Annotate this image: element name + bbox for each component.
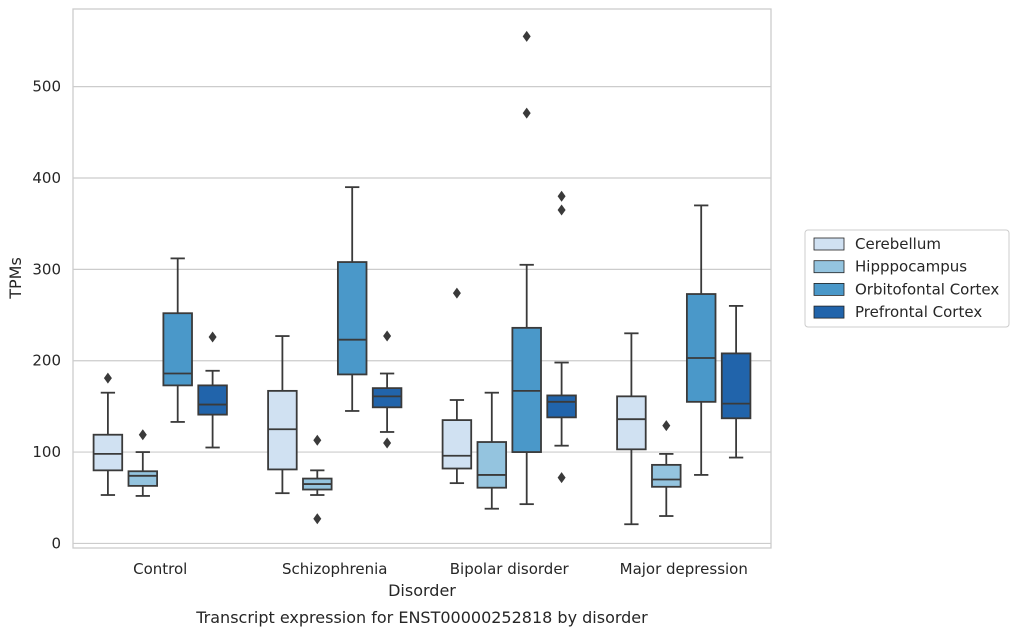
box-2-2 [511, 30, 542, 506]
legend-swatch-2 [813, 282, 845, 296]
outlier-0 [662, 420, 671, 432]
box-body [127, 470, 159, 487]
x-tick-label-3: Major depression [620, 560, 748, 578]
x-tick-label-2: Bipolar disorder [450, 560, 570, 578]
box-body [546, 394, 577, 419]
box-body [651, 463, 682, 488]
y-tick-label-3: 300 [32, 260, 61, 278]
box-0-0 [92, 372, 124, 496]
outlier-1 [557, 204, 566, 216]
y-tick-labels: 0 100 200 300 400 500 [32, 78, 61, 553]
box-body [92, 433, 124, 472]
legend-label-3: Prefrontal Cortex [855, 303, 982, 321]
box-3-2 [685, 204, 717, 476]
x-tick-labels: Control Schizophrenia Bipolar disorder Majo… [133, 560, 748, 578]
box-1-2 [336, 186, 368, 412]
legend-label-0: Cerebellum [855, 235, 941, 253]
box-body [685, 293, 717, 403]
outlier-1 [313, 513, 322, 525]
outlier-0 [522, 30, 531, 42]
legend-swatch-0 [813, 237, 845, 251]
y-tick-label-2: 200 [32, 352, 61, 370]
plot-background [73, 9, 771, 548]
boxes-layer [92, 30, 752, 526]
legend: Cerebellum Hipppocampus Orbitofontal Corte… [804, 229, 1010, 328]
box-body [476, 441, 508, 489]
box-body [616, 395, 647, 451]
box-body [197, 384, 228, 416]
box-body [162, 312, 193, 387]
outlier-0 [383, 330, 392, 342]
box-1-3 [371, 330, 403, 449]
y-tick-label-5: 500 [32, 78, 61, 96]
box-0-2 [162, 257, 193, 423]
x-tick-label-0: Control [133, 560, 187, 578]
legend-label-2: Orbitofontal Cortex [855, 280, 999, 298]
plot-frame [72, 8, 772, 549]
box-1-1 [302, 434, 333, 525]
box-3-0 [616, 332, 647, 526]
outlier-0 [208, 331, 217, 343]
legend-swatch-3 [813, 305, 845, 319]
chart-caption: Transcript expression for ENST0000025281… [195, 608, 648, 627]
outlier-0 [452, 287, 461, 299]
box-body [511, 326, 542, 453]
box-body [371, 387, 403, 409]
box-body [267, 389, 298, 471]
box-1-0 [267, 335, 298, 495]
y-tick-label-4: 400 [32, 169, 61, 187]
x-tick-label-1: Schizophrenia [282, 560, 387, 578]
outlier-0 [138, 429, 147, 441]
x-axis-title: Disorder [388, 581, 456, 600]
box-3-3 [720, 305, 752, 459]
box-2-0 [441, 287, 473, 485]
outlier-2 [557, 472, 566, 484]
box-0-3 [197, 331, 228, 449]
box-2-1 [476, 391, 508, 510]
box-0-1 [127, 429, 159, 497]
box-body [336, 261, 368, 376]
box-body [441, 419, 473, 470]
y-axis-title: TPMs [6, 257, 25, 300]
box-body [720, 352, 752, 420]
legend-swatch-1 [813, 260, 845, 274]
box-3-1 [651, 420, 682, 517]
y-tick-label-1: 100 [32, 443, 61, 461]
outlier-1 [522, 107, 531, 119]
outlier-0 [103, 372, 112, 384]
legend-frame [804, 229, 1010, 328]
outlier-0 [557, 190, 566, 202]
box-2-3 [546, 190, 577, 484]
y-tick-label-0: 0 [51, 534, 61, 552]
outlier-0 [313, 434, 322, 446]
outlier-1 [383, 437, 392, 449]
legend-label-1: Hipppocampus [855, 258, 967, 276]
